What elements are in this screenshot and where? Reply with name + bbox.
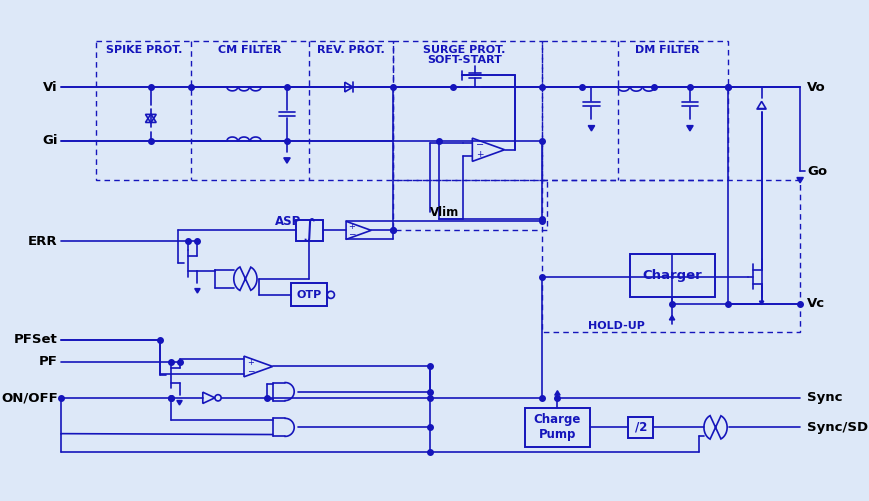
Bar bbox=[525, 408, 589, 447]
Text: Vlim: Vlim bbox=[430, 206, 459, 219]
Polygon shape bbox=[668, 316, 674, 320]
Text: Sync/SD: Sync/SD bbox=[806, 421, 867, 434]
Text: CM FILTER: CM FILTER bbox=[217, 46, 281, 55]
Bar bbox=[96, 42, 392, 180]
Text: Charge
Pump: Charge Pump bbox=[533, 413, 580, 441]
Text: ASP: ASP bbox=[275, 215, 301, 228]
Bar bbox=[627, 417, 653, 438]
Text: +: + bbox=[475, 150, 483, 159]
Bar bbox=[541, 180, 799, 333]
Text: −: − bbox=[475, 140, 483, 150]
Text: PFSet: PFSet bbox=[14, 333, 57, 346]
Text: Gi: Gi bbox=[43, 134, 57, 147]
Polygon shape bbox=[759, 301, 763, 305]
Text: −: − bbox=[348, 229, 355, 238]
Text: Vo: Vo bbox=[806, 81, 825, 94]
Bar bbox=[392, 42, 541, 180]
Polygon shape bbox=[796, 177, 802, 183]
Bar bbox=[629, 254, 713, 297]
Text: Vi: Vi bbox=[43, 81, 57, 94]
Polygon shape bbox=[686, 126, 693, 131]
Text: SOFT-START: SOFT-START bbox=[427, 55, 501, 65]
Polygon shape bbox=[176, 400, 182, 405]
Text: SPIKE PROT.: SPIKE PROT. bbox=[105, 46, 182, 55]
Text: /2: /2 bbox=[634, 421, 647, 434]
Text: PF: PF bbox=[39, 356, 57, 369]
Polygon shape bbox=[283, 158, 290, 163]
Polygon shape bbox=[195, 289, 200, 293]
Text: ON/OFF: ON/OFF bbox=[1, 391, 57, 404]
Bar bbox=[541, 42, 726, 180]
Text: HOLD-UP: HOLD-UP bbox=[587, 321, 644, 331]
Text: OTP: OTP bbox=[296, 290, 322, 300]
Text: Sync: Sync bbox=[806, 391, 842, 404]
Text: −: − bbox=[247, 366, 254, 375]
Bar bbox=[295, 219, 322, 241]
Text: Charger: Charger bbox=[641, 269, 701, 282]
Text: REV. PROT.: REV. PROT. bbox=[316, 46, 384, 55]
Text: $\int$: $\int$ bbox=[302, 216, 316, 244]
Text: DM FILTER: DM FILTER bbox=[634, 46, 699, 55]
Text: ERR: ERR bbox=[28, 234, 57, 247]
Bar bbox=[291, 283, 327, 307]
Text: Go: Go bbox=[806, 165, 826, 178]
Polygon shape bbox=[554, 391, 560, 395]
Text: +: + bbox=[348, 222, 355, 231]
Polygon shape bbox=[587, 126, 594, 131]
Text: +: + bbox=[247, 358, 254, 367]
Text: Vc: Vc bbox=[806, 297, 825, 310]
Text: SURGE PROT.: SURGE PROT. bbox=[422, 46, 505, 55]
Bar bbox=[392, 180, 546, 230]
